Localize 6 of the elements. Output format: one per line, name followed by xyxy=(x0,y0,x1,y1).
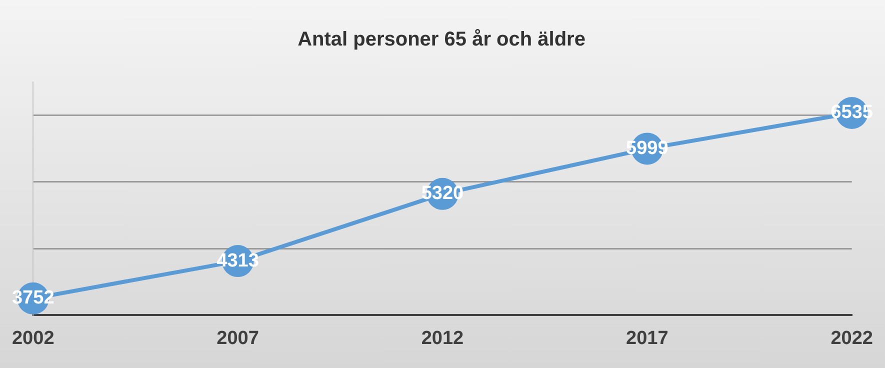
x-tick-label: 2012 xyxy=(421,328,464,349)
x-tick-label: 2022 xyxy=(830,328,874,349)
x-tick-label: 2007 xyxy=(216,328,259,349)
x-tick-label: 2002 xyxy=(12,328,54,349)
chart-title: Antal personer 65 år och äldre xyxy=(298,28,586,51)
x-tick-label: 2017 xyxy=(626,328,668,349)
